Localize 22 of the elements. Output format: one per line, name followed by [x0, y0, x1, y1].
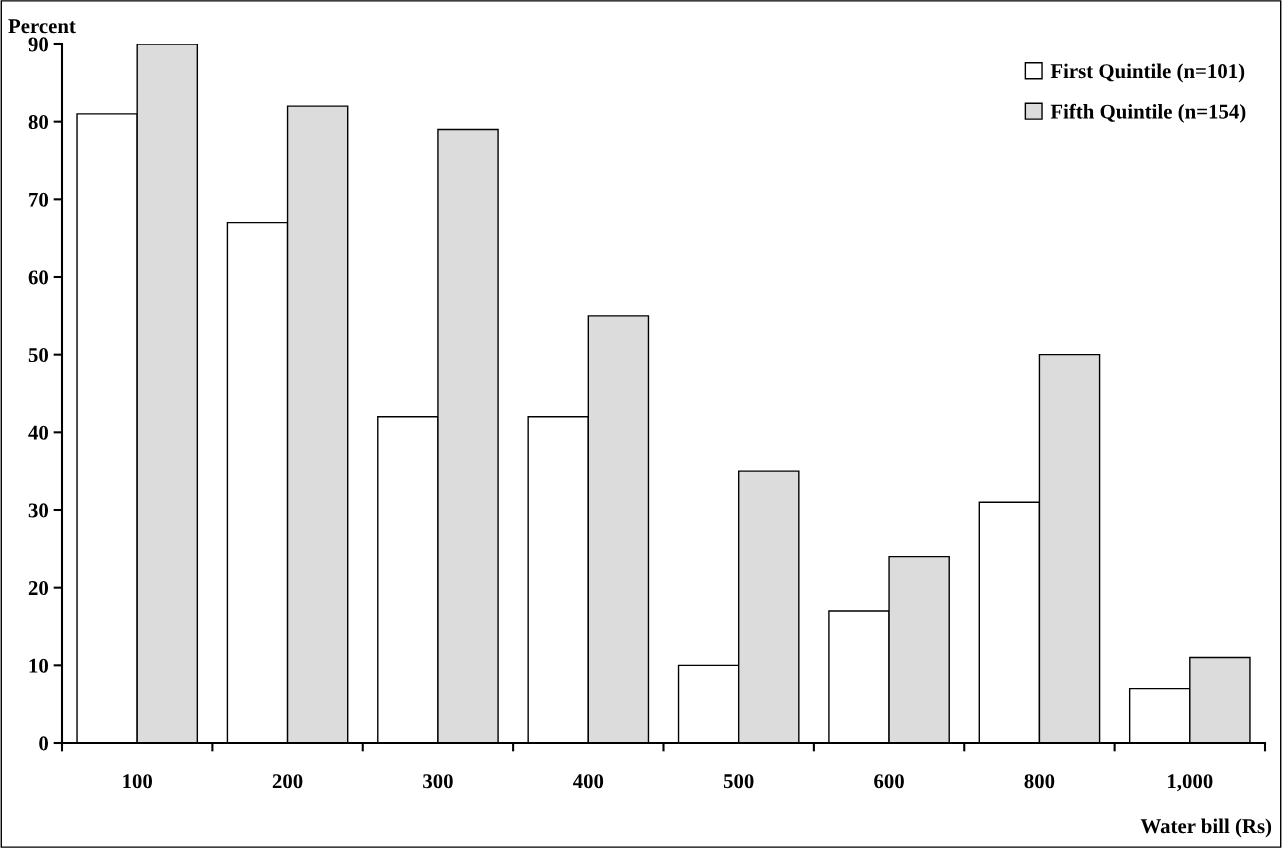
y-tick-label: 50 [28, 348, 49, 363]
x-tick-label: 400 [572, 774, 604, 789]
x-tick-label: 300 [423, 774, 453, 789]
y-tick-label: 0 [39, 736, 49, 751]
y-tick-label: 20 [28, 581, 49, 596]
y-tick-label: 80 [28, 115, 49, 130]
y-tick-label: 60 [28, 270, 49, 285]
y-tick-label: 30 [28, 503, 49, 518]
x-tick-label: 1,000 [1168, 774, 1213, 792]
x-tick-label: 600 [874, 774, 904, 789]
y-tick-label: 90 [28, 37, 49, 52]
legend-label: Fifth Quintile (n=154) [1050, 103, 1246, 123]
y-tick-label: 40 [28, 425, 49, 440]
y-tick-label: 10 [29, 658, 49, 673]
x-tick-label: 100 [123, 774, 153, 789]
x-tick-label: 500 [723, 774, 754, 789]
x-tick-label: 800 [1024, 774, 1055, 789]
x-axis-title: Water bill (Rs) [1140, 818, 1272, 838]
legend-label: First Quintile (n=101) [1050, 63, 1245, 83]
x-tick-label: 200 [272, 774, 303, 789]
y-tick-label: 70 [29, 192, 49, 207]
y-axis-title: Percent [8, 19, 76, 34]
